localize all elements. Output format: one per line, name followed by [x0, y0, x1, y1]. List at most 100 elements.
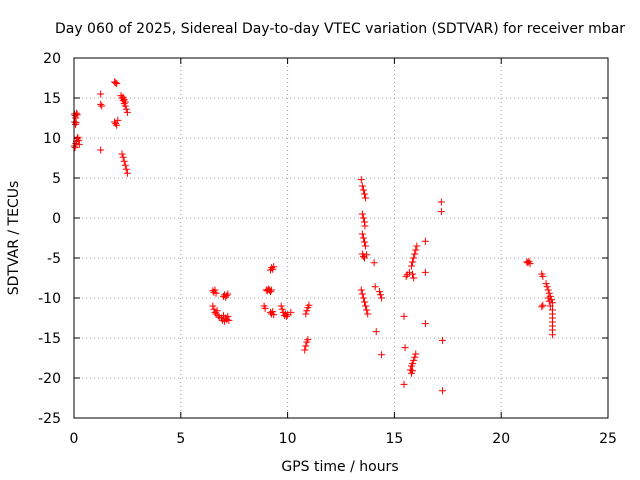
data-point — [357, 286, 365, 294]
data-point — [526, 260, 534, 268]
data-point — [412, 246, 420, 254]
data-point — [410, 254, 418, 262]
data-point — [409, 270, 417, 278]
chart-title: Day 060 of 2025, Sidereal Day-to-day VTE… — [55, 21, 625, 37]
data-point — [370, 259, 378, 267]
data-point — [121, 98, 129, 106]
data-point — [409, 367, 417, 375]
data-point — [400, 380, 408, 388]
data-point — [372, 328, 380, 336]
data-point — [538, 303, 546, 311]
y-tick-label: -5 — [47, 251, 61, 267]
data-point — [359, 214, 367, 222]
data-point — [357, 176, 365, 184]
data-point — [362, 194, 370, 202]
data-point — [268, 286, 276, 294]
data-point — [358, 210, 366, 218]
data-point — [362, 302, 370, 310]
data-point — [211, 286, 219, 294]
data-point — [97, 146, 105, 154]
x-tick-label: 25 — [599, 431, 617, 447]
data-point — [361, 222, 369, 230]
data-point — [120, 157, 128, 165]
y-tick-label: -20 — [38, 371, 61, 387]
x-tick-label: 5 — [176, 431, 185, 447]
data-point — [123, 169, 131, 177]
data-point — [413, 242, 421, 250]
data-point — [402, 272, 410, 280]
y-tick-label: 0 — [52, 211, 61, 227]
x-axis-label: GPS time / hours — [281, 459, 398, 475]
data-point — [539, 272, 547, 280]
data-point — [113, 121, 121, 129]
data-point — [359, 294, 367, 302]
data-point — [360, 298, 368, 306]
data-point — [363, 306, 371, 314]
data-point — [71, 120, 79, 128]
data-point — [400, 312, 408, 320]
data-point — [362, 242, 370, 250]
data-point — [267, 288, 275, 296]
data-point — [410, 356, 418, 364]
data-point — [269, 308, 277, 316]
data-point — [359, 234, 367, 242]
data-point — [412, 350, 420, 358]
data-point — [544, 294, 552, 302]
data-point — [73, 135, 81, 143]
data-point — [223, 292, 231, 300]
data-point — [71, 144, 79, 152]
y-tick-label: 10 — [43, 131, 61, 147]
data-point — [360, 190, 368, 198]
data-point — [409, 258, 417, 266]
data-point — [371, 283, 379, 291]
data-point — [210, 305, 218, 313]
data-point — [122, 105, 130, 113]
data-point — [304, 336, 312, 344]
data-point — [301, 346, 309, 354]
data-point — [377, 291, 385, 299]
data-point — [358, 290, 366, 298]
data-point — [410, 274, 418, 282]
x-tick-label: 15 — [385, 431, 403, 447]
grid — [74, 58, 608, 418]
data-point — [378, 351, 386, 359]
data-point — [437, 198, 445, 206]
data-point — [302, 342, 310, 350]
x-tick-label: 10 — [279, 431, 297, 447]
y-tick-label: -25 — [38, 411, 61, 427]
data-point — [74, 133, 82, 141]
data-point — [97, 90, 105, 98]
data-point — [405, 268, 413, 276]
data-point — [548, 331, 556, 339]
data-point — [270, 263, 278, 271]
data-point — [544, 286, 552, 294]
data-point — [225, 316, 233, 324]
data-point — [363, 251, 371, 259]
data-point — [98, 102, 106, 110]
data-point — [411, 250, 419, 258]
data-point — [359, 252, 367, 260]
data-point — [114, 116, 122, 124]
y-tick-label: -10 — [38, 291, 61, 307]
data-point — [378, 294, 386, 302]
axis-ticks: 0 5 10 15 20 25 20 15 10 5 0 -5 -10 -15 -20 -25 — [38, 51, 617, 447]
data-point — [303, 307, 311, 315]
data-point — [401, 344, 409, 352]
data-point — [277, 302, 285, 310]
data-point — [224, 290, 232, 298]
data-point — [97, 100, 105, 108]
data-point — [270, 311, 278, 319]
data-point — [358, 182, 366, 190]
data-point — [438, 336, 446, 344]
y-axis-label: SDTVAR / TECUs — [6, 181, 22, 296]
data-point — [539, 301, 547, 309]
data-point — [75, 136, 83, 144]
data-point — [546, 302, 554, 310]
data-point — [261, 304, 269, 312]
plot-frame — [73, 57, 609, 419]
data-point — [283, 312, 291, 320]
y-tick-label: 20 — [43, 51, 61, 67]
data-points — [70, 78, 556, 395]
